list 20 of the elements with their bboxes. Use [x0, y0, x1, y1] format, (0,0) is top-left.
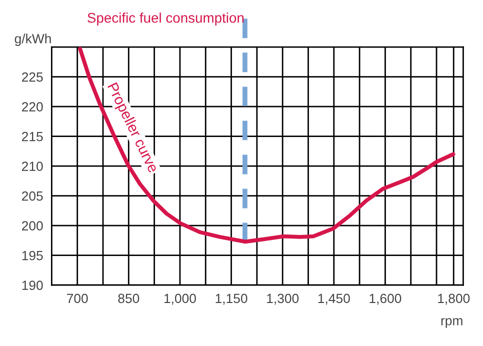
x-tick-label: 1,800: [438, 294, 470, 305]
x-tick-label: 700: [67, 294, 88, 304]
y-tick-label: 200: [22, 221, 43, 231]
y-tick-label: 190: [22, 280, 43, 290]
y-axis-title: g/kWh: [14, 34, 51, 46]
line-series: [78, 47, 456, 244]
x-tick-label: 850: [118, 294, 140, 304]
x-tick-label: 1,450: [318, 294, 350, 305]
x-tick-label: 1,300: [267, 294, 299, 305]
x-tick-label: 1,000: [164, 294, 196, 305]
y-tick-label: 225: [22, 72, 43, 82]
y-tick-label: 220: [22, 102, 43, 112]
x-axis-title: rpm: [441, 318, 462, 328]
y-tick-label: 210: [22, 162, 43, 171]
x-tick-label: 1,150: [216, 294, 248, 305]
y-tick-label: 215: [22, 132, 43, 142]
y-tick-label: 205: [22, 191, 43, 201]
x-tick-label: 1,600: [370, 294, 402, 305]
y-tick-label: 195: [22, 250, 43, 260]
chart-title: Specific fuel consumption: [88, 12, 244, 26]
